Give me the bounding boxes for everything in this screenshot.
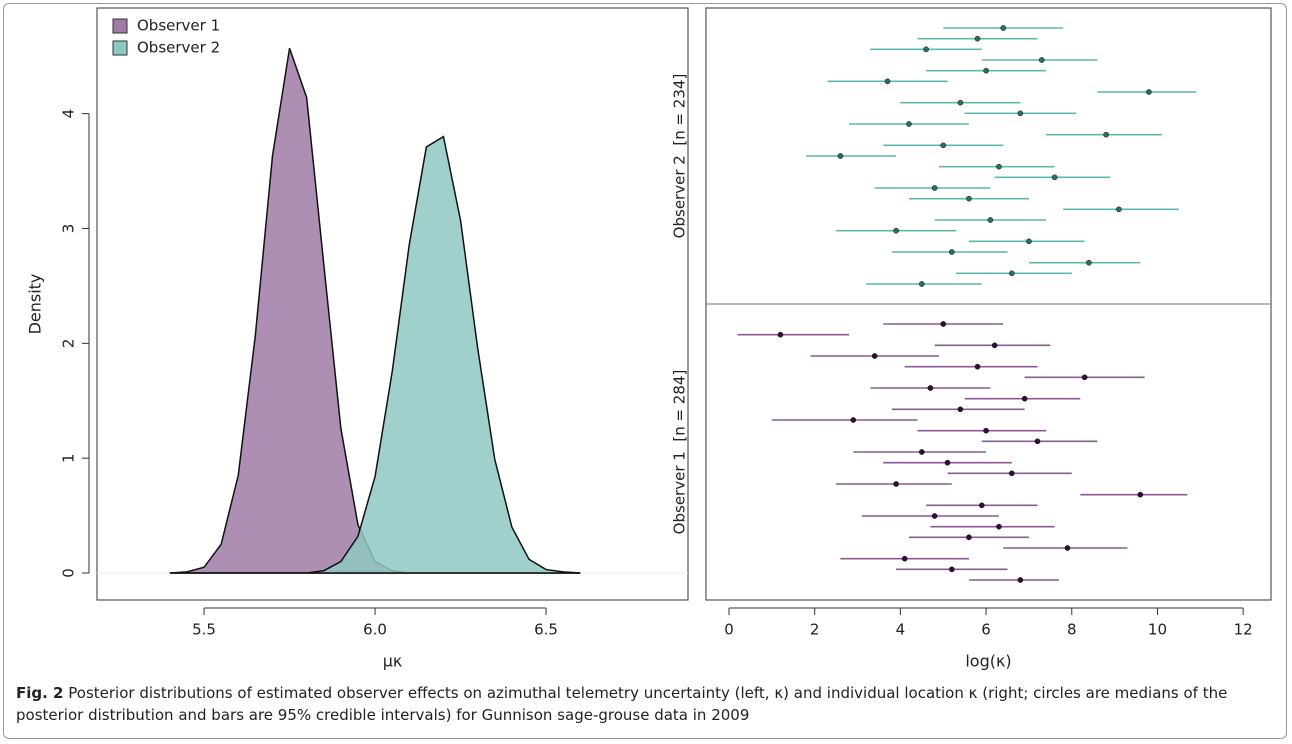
x-axis-title: log(κ) <box>965 652 1011 671</box>
median-point <box>1086 259 1092 266</box>
median-point <box>1008 470 1015 477</box>
median-point <box>1021 395 1028 402</box>
caption-label: Fig. 2 <box>16 684 64 702</box>
median-point <box>1038 57 1045 63</box>
median-point <box>918 449 925 455</box>
median-point <box>1116 206 1122 213</box>
median-point <box>940 142 947 149</box>
x-tick-label: 5.5 <box>192 621 216 639</box>
x-tick-label: 12 <box>1234 621 1253 639</box>
legend-label: Observer 1 <box>137 17 220 35</box>
median-point <box>906 121 912 127</box>
legend-swatch <box>112 40 128 56</box>
median-point <box>944 459 951 466</box>
figure-frame <box>3 3 1287 739</box>
median-point <box>931 513 938 519</box>
y-tick-label: 3 <box>60 224 78 234</box>
x-tick-label: 10 <box>1148 621 1167 639</box>
median-point <box>948 566 955 573</box>
median-point <box>1017 110 1024 117</box>
x-tick-label: 6 <box>981 621 991 639</box>
caption: Fig. 2 Posterior distributions of estima… <box>16 682 1266 726</box>
median-point <box>1146 89 1152 95</box>
median-point <box>1103 131 1109 138</box>
median-point <box>991 342 998 349</box>
median-point <box>1034 438 1041 445</box>
median-point <box>978 502 985 509</box>
x-tick-label: 6.0 <box>363 621 387 639</box>
median-point <box>1017 577 1024 583</box>
median-point <box>996 523 1002 530</box>
median-point <box>1026 238 1032 245</box>
panel-label: Observer 1 [n = 284] <box>671 370 689 535</box>
median-point <box>987 217 994 223</box>
x-axis-title: μκ <box>383 652 403 671</box>
median-point <box>974 35 981 42</box>
median-point <box>927 385 934 391</box>
median-point <box>1064 545 1071 551</box>
median-point <box>871 353 878 359</box>
median-point <box>931 185 938 191</box>
median-point <box>884 78 891 85</box>
median-point <box>966 195 972 202</box>
median-point <box>957 406 964 413</box>
median-point <box>940 321 947 327</box>
median-point <box>996 163 1002 170</box>
x-tick-label: 0 <box>724 621 734 639</box>
x-tick-label: 4 <box>896 621 906 639</box>
median-point <box>850 417 857 423</box>
median-point <box>974 363 981 370</box>
median-point <box>893 481 899 487</box>
median-point <box>837 153 844 159</box>
median-point <box>1008 270 1015 277</box>
x-tick-label: 2 <box>810 621 820 639</box>
y-tick-label: 2 <box>60 339 78 349</box>
legend-label: Observer 2 <box>137 39 220 57</box>
y-tick-label: 0 <box>60 568 78 578</box>
median-point <box>957 99 964 106</box>
median-point <box>1000 25 1007 31</box>
median-point <box>983 427 989 434</box>
median-point <box>893 227 899 234</box>
median-point <box>966 534 972 541</box>
median-point <box>1081 374 1088 381</box>
x-tick-label: 8 <box>1067 621 1077 639</box>
median-point <box>918 281 925 287</box>
median-point <box>948 249 955 255</box>
y-axis-title: Density <box>26 274 45 335</box>
median-point <box>923 46 929 53</box>
median-point <box>777 331 784 338</box>
y-tick-label: 1 <box>60 453 78 463</box>
plot-frame <box>96 7 689 601</box>
median-point <box>983 67 989 74</box>
median-point <box>901 555 908 562</box>
y-tick-label: 4 <box>60 109 78 119</box>
median-point <box>1137 491 1144 498</box>
legend-swatch <box>112 18 128 34</box>
x-tick-label: 6.5 <box>534 621 558 639</box>
density-area <box>169 135 581 574</box>
median-point <box>1051 174 1058 181</box>
caption-text: Posterior distributions of estimated obs… <box>16 684 1228 724</box>
panel-label: Observer 2 [n = 234] <box>671 74 689 239</box>
